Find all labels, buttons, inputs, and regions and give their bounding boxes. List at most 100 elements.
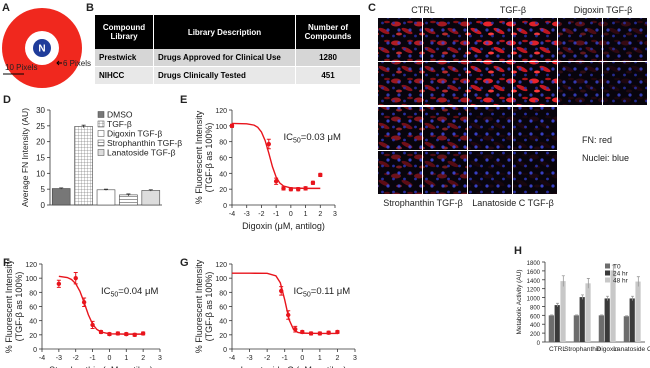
data-point (303, 186, 308, 191)
ic50-value: =0.03 μM (301, 132, 341, 143)
nuclei-stain (468, 151, 512, 194)
bar (635, 281, 641, 342)
data-point (296, 186, 301, 192)
legend-swatch (97, 149, 105, 156)
bar (554, 305, 560, 342)
legend-label: DMSO (107, 110, 133, 120)
y-tick-label: 1800 (527, 261, 541, 267)
nucleus (33, 39, 51, 57)
error-bar (575, 314, 579, 316)
y-axis-label: (TGF-β as 100%) (204, 123, 214, 193)
y-tick-label: 0 (41, 201, 46, 210)
legend-label: TGF-β (107, 119, 132, 129)
panel-label: H (514, 245, 522, 257)
bar (629, 298, 635, 342)
x-tick-label: 2 (335, 355, 339, 362)
y-tick-label: 60 (29, 305, 37, 312)
y-tick-label: 60 (219, 305, 227, 312)
ic50-value: =0.04 μM (118, 286, 158, 297)
bar (548, 315, 554, 342)
panel-label: E (180, 94, 187, 106)
y-tick-label: 80 (219, 290, 227, 297)
y-axis-label: Average FN Intensity (AU) (20, 108, 30, 207)
nuclei-stain (513, 62, 557, 105)
bar (573, 315, 579, 342)
x-tick-label: -3 (244, 211, 250, 218)
y-axis-label: (TGF-β as 100%) (14, 272, 24, 342)
panel-label: C (368, 2, 376, 14)
row: Prestwick Drugs Approved for Clinical Us… (95, 49, 361, 67)
data-point (273, 179, 279, 184)
nuclei-stain (378, 18, 422, 61)
error-bar (586, 278, 590, 289)
data-point (115, 331, 121, 336)
nuclei-stain (468, 18, 512, 61)
bar (623, 316, 629, 342)
panel-label: D (3, 94, 11, 106)
x-tick-label: Lanatoside C (613, 346, 650, 353)
x-tick-label: CTRL (549, 346, 566, 353)
y-tick-label: 1200 (527, 288, 541, 294)
x-tick-label: -4 (229, 355, 235, 362)
ic50-subscript: 50 (111, 292, 119, 299)
error-bar (611, 264, 615, 276)
error-bar (581, 294, 584, 300)
nuclei-stain (468, 62, 512, 105)
nuclei-stain (378, 151, 422, 194)
cell: Drugs Approved for Clinical Use (153, 49, 296, 67)
ic50-text: IC (294, 286, 304, 297)
y-tick-label: 30 (36, 106, 45, 115)
y-axis-label: Metabolic Activity (AU) (516, 269, 523, 334)
error-bar (59, 187, 64, 190)
data-point (326, 330, 331, 335)
error-bar (550, 314, 554, 316)
nucleus-label: N (38, 44, 45, 55)
header-cell: Library Description (153, 15, 296, 49)
y-tick-label: 1000 (527, 297, 541, 303)
data-point (98, 329, 104, 335)
ic50-text: IC (284, 132, 294, 143)
ic50-subscript: 50 (293, 138, 301, 145)
y-tick-label: 0 (33, 347, 37, 354)
legend-label: 24 hr (613, 270, 629, 277)
legend-swatch (605, 277, 610, 283)
stain-legend: FN: red (582, 135, 612, 145)
fit-curve (232, 272, 338, 335)
data-point (317, 331, 323, 336)
x-tick-label: -4 (229, 211, 235, 218)
data-point (229, 123, 235, 129)
data-point (132, 332, 137, 338)
legend-swatch (97, 120, 105, 128)
x-tick-label: 3 (333, 211, 337, 218)
nuclei-stain (423, 107, 467, 150)
y-tick-label: 5 (41, 185, 46, 194)
data-point (140, 331, 146, 336)
outer-label: 10 Pixels (5, 63, 37, 72)
row: NIHCC Drugs Clinically Tested 451 (95, 66, 361, 85)
error-bar (636, 276, 640, 287)
data-point (81, 300, 87, 305)
ic50-annotation: IC50=0.04 μM (101, 286, 158, 299)
y-tick-label: 80 (219, 140, 227, 147)
x-tick-label: Strophanthin (564, 346, 601, 353)
x-tick-label: 1 (318, 355, 322, 362)
y-tick-label: 20 (36, 138, 45, 147)
x-tick-label: -3 (56, 355, 62, 362)
legend-label: Digoxin TGF-β (107, 129, 162, 139)
x-tick-label: 2 (318, 211, 322, 218)
bar (51, 188, 71, 206)
bar (141, 190, 161, 206)
error-bar (104, 188, 108, 191)
ic50-text: IC (101, 286, 111, 297)
data-point (308, 331, 314, 336)
bar (585, 283, 591, 342)
library-table: Compound Library Library Description Num… (95, 15, 361, 85)
x-tick-label: -1 (89, 355, 95, 362)
y-tick-label: 0 (223, 203, 227, 210)
nuclei-stain (378, 107, 422, 150)
bar (610, 270, 616, 342)
nuclei-stain (423, 62, 467, 105)
bar (598, 315, 604, 342)
data-point (124, 331, 129, 337)
fit-curve (58, 275, 144, 335)
